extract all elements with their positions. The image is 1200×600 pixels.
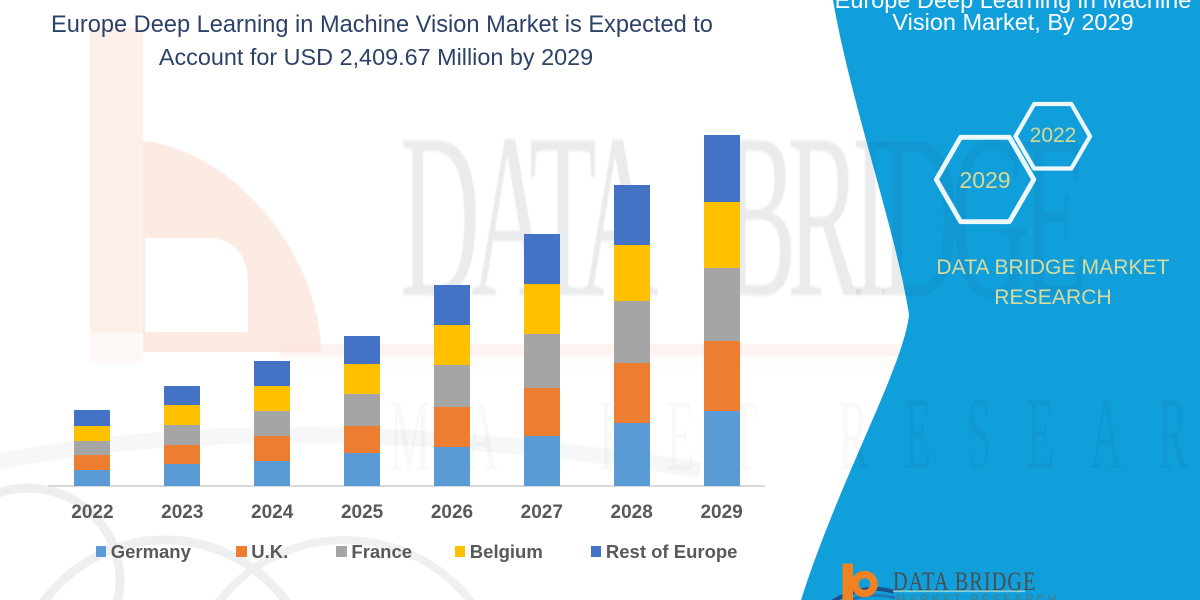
svg-text:MARKET RESEARCH: MARKET RESEARCH: [390, 377, 1200, 491]
